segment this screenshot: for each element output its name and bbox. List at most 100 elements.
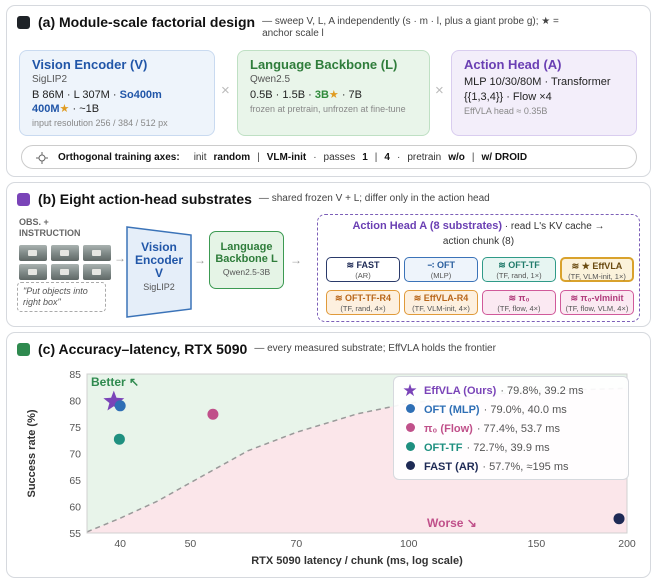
axis-separator: | xyxy=(374,151,378,163)
action-head-substrates-box: Action Head A (8 substrates) · read L's … xyxy=(317,214,640,322)
legend-name: OFT-TF xyxy=(424,441,463,454)
axis-init-random: random xyxy=(213,151,251,163)
flow-icon: ≋ xyxy=(570,293,579,303)
language-size-highlight: 3B xyxy=(314,89,329,101)
axis-separator: | xyxy=(257,151,260,163)
action-head-line2: {{1,3,4}} · Flow ×4 xyxy=(464,91,552,103)
anchor-star-icon: ★ xyxy=(328,89,339,101)
observation-label: OBS. + INSTRUCTION xyxy=(19,217,81,239)
effvla-star-marker xyxy=(103,390,125,411)
axis-passes-label: passes xyxy=(323,151,356,163)
language-backbone-box: Language Backbone (L) Qwen2.5 0.5B · 1.5… xyxy=(237,50,430,136)
substrate-oft-tf-r4-label: OFT-TF-R4 xyxy=(345,293,392,303)
language-backbone-title: Language Backbone (L) xyxy=(250,57,398,72)
substrate-pi0-vlminit: ≋ π₀-vlminit (TF, flow, VLM, 4×) xyxy=(560,290,634,315)
legend-dot-marker xyxy=(402,422,418,435)
x-tick-label: 70 xyxy=(291,538,303,550)
panel-c-square-icon xyxy=(17,343,30,356)
legend-dot-marker xyxy=(402,403,418,416)
substrate-effvla: ≋ ★ EffVLA (TF, VLM-init, 1×) xyxy=(560,257,634,282)
frontier-dashed-curve xyxy=(86,387,628,533)
arrow-right-icon: → xyxy=(290,253,302,267)
substrate-oft-tf-name: ≋ OFT-TF xyxy=(483,260,555,271)
legend-value: · 72.7%, 39.9 ms xyxy=(466,441,550,454)
data-point-marker xyxy=(114,400,126,412)
legend-value: · 57.7%, ≈195 ms xyxy=(482,460,569,473)
times-icon: × xyxy=(221,82,230,99)
axis-pretrain-without: w/o xyxy=(448,151,465,163)
vision-encoder-label-2: Encoder xyxy=(134,253,183,267)
axis-passes-1: 1 xyxy=(362,151,368,163)
axis-separator: | xyxy=(471,151,475,163)
substrate-oft-name: ∹ OFT xyxy=(405,260,477,271)
substrate-oft-tf-r4-name: ≋ OFT-TF-R4 xyxy=(327,293,399,304)
language-backbone-note: frozen at pretrain, unfrozen at fine-tun… xyxy=(250,104,406,114)
axis-dot: · xyxy=(396,151,401,163)
vision-encoder-title: Vision Encoder (V) xyxy=(32,57,148,72)
vision-encoder-sub: SigLIP2 xyxy=(143,282,175,292)
anchor-star-icon: ★ xyxy=(59,103,70,115)
action-head-substrates-heading: Action Head A (8 substrates) xyxy=(352,220,503,232)
vision-size-highlight: So400m xyxy=(119,89,162,101)
action-head-box: Action Head (A) MLP 10/30/80M · Transfor… xyxy=(451,50,637,136)
substrate-fast-label: FAST xyxy=(356,260,380,270)
vision-encoder-sizes: B 86M · L 307M · So400m 400M★ · ~1B xyxy=(32,88,202,116)
observation-image-thumbnail xyxy=(19,264,47,280)
vision-encoder-label-1: Vision xyxy=(141,240,177,254)
instruction-text-box: "Put objects into right box" xyxy=(17,282,106,312)
y-tick-label: 80 xyxy=(69,396,81,408)
arrow-right-icon: → xyxy=(194,253,206,267)
substrate-effvla-r4: ≋ EffVLA-R4 (TF, VLM-init, 4×) xyxy=(404,290,478,315)
substrate-oft-tf-label: OFT-TF xyxy=(508,260,540,270)
y-axis-label: Success rate (%) xyxy=(26,409,38,497)
vision-size-tail: · ~1B xyxy=(72,103,100,115)
transformer-icon: ≋ xyxy=(334,293,343,303)
y-tick-label: 65 xyxy=(69,475,81,487)
legend-name: EffVLA (Ours) xyxy=(424,384,497,397)
observation-label-line2: INSTRUCTION xyxy=(19,228,81,238)
mlp-icon: ∹ xyxy=(426,260,435,270)
panel-a-desc-line2: anchor scale l xyxy=(262,28,324,39)
substrate-effvla-r4-name: ≋ EffVLA-R4 xyxy=(405,293,477,304)
legend-item-oft-tf: OFT-TF · 72.7%, 39.9 ms xyxy=(402,438,620,457)
panel-module-design: (a) Module-scale factorial design — swee… xyxy=(6,5,651,177)
language-size-text: 0.5B · 1.5B · xyxy=(250,89,312,101)
x-tick-label: 200 xyxy=(618,538,636,550)
panel-action-head-substrates: (b) Eight action-head substrates — share… xyxy=(6,182,651,327)
axis-dot: · xyxy=(313,151,317,163)
better-region-label: Better ↖ xyxy=(91,375,139,389)
substrate-oft-label: OFT xyxy=(437,260,456,270)
substrate-oft-tf-r4: ≋ OFT-TF-R4 (TF, rand, 4×) xyxy=(326,290,400,315)
legend-item-pi0: π₀ (Flow) · 77.4%, 53.7 ms xyxy=(402,419,620,438)
substrate-oft: ∹ OFT (MLP) xyxy=(404,257,478,282)
axis-pretrain-label: pretrain xyxy=(407,151,442,163)
substrate-oft-tf-sub: (TF, rand, 1×) xyxy=(496,271,542,280)
vision-encoder-label-3: V xyxy=(154,266,163,280)
star-icon: ★ xyxy=(402,381,418,400)
action-head-substrates-title: Action Head A (8 substrates) · read L's … xyxy=(318,219,639,249)
legend-item-oft: OFT (MLP) · 79.0%, 40.0 ms xyxy=(402,400,620,419)
action-head-note: EffVLA head ≈ 0.35B xyxy=(464,106,548,116)
axis-pretrain-droid: w/ DROID xyxy=(481,151,528,163)
panel-a-desc: — sweep V, L, A independently (s · m · l… xyxy=(262,16,559,40)
panel-c-desc: — every measured substrate; EffVLA holds… xyxy=(254,343,496,354)
substrate-pi0-sub: (TF, flow, 4×) xyxy=(497,304,541,313)
vision-encoder-box: Vision Encoder (V) SigLIP2 B 86M · L 307… xyxy=(19,50,215,136)
y-tick-label: 75 xyxy=(69,422,81,434)
flow-icon: ≋ xyxy=(508,293,517,303)
panel-b-desc: — shared frozen V + L; differ only in th… xyxy=(258,193,490,204)
legend-item-effvla: ★ EffVLA (Ours) · 79.8%, 39.2 ms xyxy=(402,381,620,400)
panel-a-title: (a) Module-scale factorial design xyxy=(38,14,256,30)
panel-c-header: (c) Accuracy–latency, RTX 5090 — every m… xyxy=(17,341,496,357)
observation-image-thumbnail xyxy=(51,245,79,261)
x-tick-label: 40 xyxy=(114,538,126,550)
axis-init-vlm: VLM-init xyxy=(266,151,307,163)
legend-name: FAST (AR) xyxy=(424,460,479,473)
data-point-marker xyxy=(207,408,219,420)
substrate-oft-tf: ≋ OFT-TF (TF, rand, 1×) xyxy=(482,257,556,282)
orthogonal-axes-bar: Orthogonal training axes: init random | … xyxy=(21,145,637,169)
substrate-oft-tf-r4-sub: (TF, rand, 4×) xyxy=(340,304,386,313)
data-point-marker xyxy=(613,513,625,525)
vision-encoder-trapezoid xyxy=(126,226,192,318)
substrate-pi0-vlminit-label: π₀-vlminit xyxy=(580,293,624,303)
